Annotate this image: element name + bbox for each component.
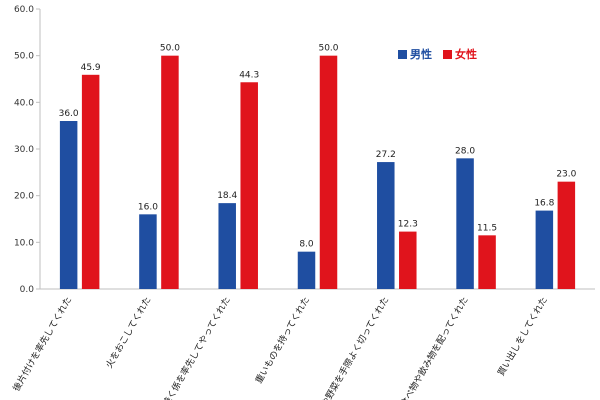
bar-female [240,82,258,290]
legend-swatch-female [443,50,452,59]
data-label: 28.0 [455,146,475,156]
category-labels-group: 後片付けを率先してくれた 火をおこしてくれた 焼く係を率先してやってくれた 重いものを… [10,294,550,400]
data-label: 23.0 [556,170,576,180]
legend-swatch-male [398,50,407,59]
legend-label-male: 男性 [410,47,432,61]
category-label: 火をおこしてくれた [104,295,154,370]
bar-female [161,55,179,289]
data-label: 45.9 [81,63,101,73]
bar-male [377,162,395,289]
category-label: 後片付けを率先してくれた [10,295,74,394]
bars-group [59,55,576,290]
data-labels-group: 36.0 45.9 16.0 50.0 18.4 44.3 8.0 50.0 27.2 12.3 2… [59,44,577,250]
data-label: 12.3 [398,220,418,230]
y-tick-label: 10.0 [14,238,34,248]
category-label: 買い出しをしてくれた [495,295,550,378]
data-label: 27.2 [376,150,396,160]
bar-male [297,251,316,289]
bar-female [319,55,338,289]
bar-male [59,121,78,289]
data-label: 18.4 [217,191,237,201]
bar-female [81,74,100,289]
bar-female [399,231,417,289]
category-label: 肉や野菜を手際よく切ってくれた [314,295,392,400]
y-tick-label: 40.0 [14,98,34,108]
y-tick-label: 50.0 [14,52,34,62]
bar-male [139,214,157,289]
data-label: 50.0 [318,44,338,54]
category-label: 重いものを持ってくれた [253,295,313,386]
legend-label-female: 女性 [455,47,477,61]
data-label: 16.0 [138,202,158,212]
legend: 男性 女性 [398,47,477,61]
data-label: 36.0 [59,109,79,119]
bar-male [535,210,554,289]
category-label: 食べ物や飲み物を配ってくれた [398,294,471,400]
bar-female [478,235,496,289]
y-tick-label: 20.0 [14,192,34,202]
data-label: 50.0 [160,44,180,54]
data-label: 11.5 [477,223,497,233]
data-label: 44.3 [239,70,259,80]
y-axis: 0.0 10.0 20.0 30.0 40.0 50.0 60.0 [14,5,595,295]
bar-male [218,203,236,289]
category-label: 焼く係を率先してやってくれた [160,295,233,400]
y-tick-label: 0.0 [20,285,35,295]
y-tick-label: 60.0 [14,5,34,15]
data-label: 16.8 [534,199,554,209]
bar-male [456,158,474,289]
bar-female [557,181,576,289]
data-label: 8.0 [299,240,314,250]
y-tick-label: 30.0 [14,145,34,155]
